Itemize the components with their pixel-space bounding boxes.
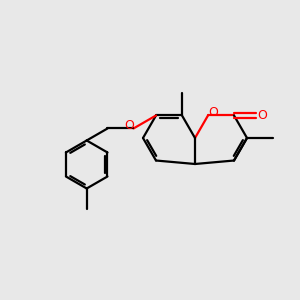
Text: O: O [208,106,218,119]
Text: O: O [257,109,267,122]
Text: O: O [124,119,134,132]
